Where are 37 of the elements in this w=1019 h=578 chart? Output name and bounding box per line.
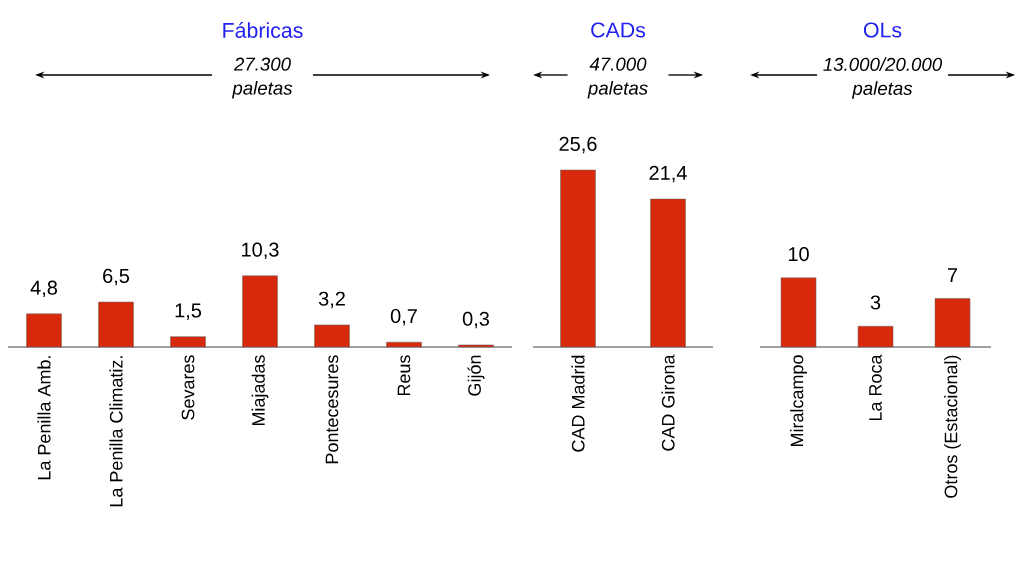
data-label: 1,5	[175, 303, 202, 320]
data-label: 3	[870, 295, 881, 310]
x-tick-label: Sevares	[181, 355, 195, 420]
data-label: 10,3	[242, 242, 279, 260]
data-label: 3,2	[318, 291, 345, 309]
x-tick-label: CAD Girona	[661, 354, 675, 451]
x-tick-label: Miralcampo	[790, 355, 807, 447]
chart-subtitle: 27.300 paletas	[231, 57, 293, 99]
data-label: 0,7	[390, 308, 417, 326]
chart-subtitle: 13.000/20.000 paletas	[823, 57, 943, 99]
x-tick-label: CAD Madrid	[571, 355, 585, 452]
x-tick-label: Reus	[397, 355, 411, 396]
bar	[26, 313, 62, 348]
x-tick-label: Miajadas	[251, 355, 269, 426]
bar	[98, 301, 134, 348]
bar	[386, 341, 422, 348]
data-label: 25,6	[559, 136, 597, 154]
bar	[458, 344, 494, 348]
data-label: 4,8	[30, 280, 58, 298]
data-label: 0,3	[462, 311, 490, 329]
data-label: 21,4	[649, 165, 687, 183]
x-tick-label: Otros (Estacional)	[944, 355, 961, 498]
chart-title: OLs	[863, 22, 902, 38]
data-label: 6,5	[103, 268, 130, 286]
data-label: 10	[788, 246, 809, 262]
x-tick-label: Pontecesures	[325, 355, 339, 464]
bar	[170, 336, 206, 348]
x-tick-label: La Penilla Amb.	[37, 356, 51, 480]
x-tick-label: La Roca	[869, 354, 882, 421]
x-tick-label: Gijón	[467, 355, 485, 396]
bar	[242, 275, 278, 348]
data-label: 7	[947, 268, 958, 282]
chart-title: CADs	[591, 22, 646, 38]
chart-title: Fábricas	[223, 22, 303, 38]
bar	[314, 324, 350, 348]
chart-subtitle: 47.000 paletas	[587, 57, 648, 99]
x-tick-label: La Penilla Climatiz.	[109, 356, 123, 507]
